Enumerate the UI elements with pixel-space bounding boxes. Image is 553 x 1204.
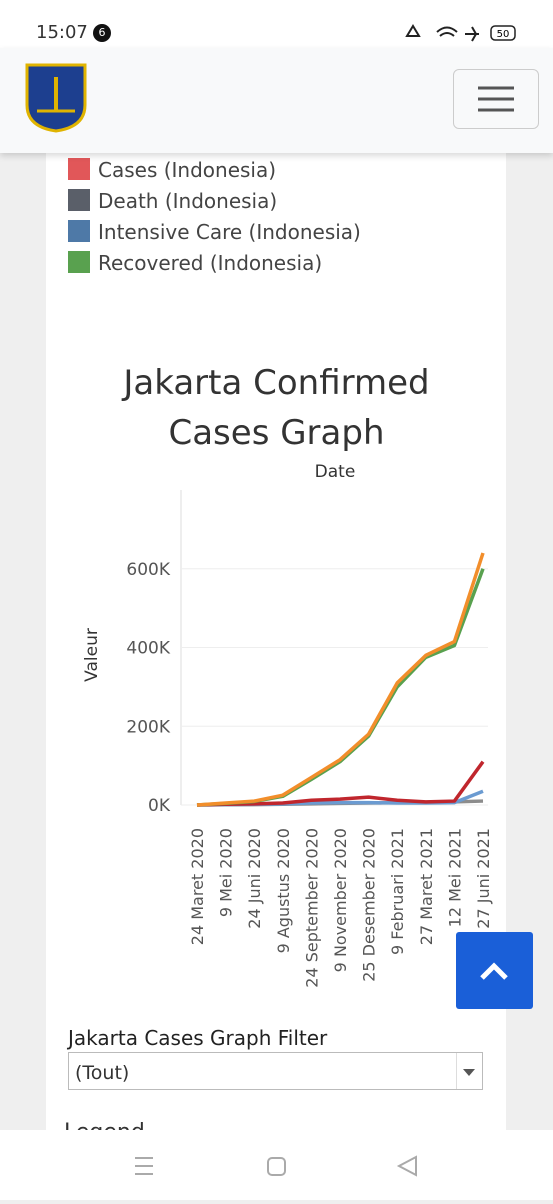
legend-item: Intensive Care (Indonesia) (68, 220, 361, 244)
x-tick-label: 9 Agustus 2020 (274, 828, 293, 953)
legend-label: Recovered (Indonesia) (98, 251, 323, 275)
y-tick-label: 400K (126, 639, 170, 659)
legend-item: Cases (Indonesia) (68, 158, 276, 182)
status-bar: 15:07 6 50 (0, 0, 553, 48)
x-axis-title: Date (315, 462, 356, 482)
x-tick-label: 24 Maret 2020 (188, 828, 207, 945)
navbar (0, 48, 553, 153)
legend-label: Intensive Care (Indonesia) (98, 220, 361, 244)
y-tick-label: 200K (126, 717, 170, 737)
series-line (196, 760, 485, 807)
scroll-top-button[interactable] (456, 932, 533, 1009)
x-tick-label: 24 Juni 2020 (245, 828, 264, 929)
menu-toggle[interactable] (453, 69, 539, 129)
y-axis-title: Valeur (82, 628, 102, 682)
battery: 50 (497, 29, 510, 40)
notification-badge: 6 (93, 24, 111, 42)
system-nav (0, 1130, 553, 1200)
filter-value: (Tout) (75, 1062, 130, 1084)
x-tick-label: 12 Mei 2021 (445, 828, 464, 927)
chart: Date Valeur 0K 200K 400K 600K 24 Maret 2020 9… (82, 462, 493, 988)
chart-title: Jakarta Confirmed Cases Graph (123, 363, 430, 453)
status-icons: 50 (405, 24, 516, 42)
x-tick-label: 9 November 2020 (331, 828, 350, 972)
x-tick-label: 25 Desember 2020 (360, 828, 379, 982)
x-tick-label: 9 Februari 2021 (388, 828, 407, 955)
time: 15:07 (36, 22, 88, 43)
logo[interactable] (25, 63, 87, 133)
filter-label: Jakarta Cases Graph Filter (68, 1026, 328, 1050)
legend-swatch (68, 220, 90, 242)
y-tick-label: 600K (126, 560, 170, 580)
legend-swatch (68, 158, 90, 180)
legend-swatch (68, 251, 90, 273)
x-tick-label: 27 Juni 2021 (474, 828, 493, 929)
x-tick-label: 9 Mei 2020 (217, 828, 236, 917)
x-tick-label: 24 September 2020 (302, 828, 321, 988)
legend-label: Cases (Indonesia) (98, 158, 277, 182)
legend-item: Death (Indonesia) (68, 189, 277, 213)
filter-select[interactable]: (Tout) (68, 1052, 483, 1090)
legend-swatch (68, 189, 90, 211)
series-line (196, 552, 485, 807)
legend-label: Death (Indonesia) (98, 189, 278, 213)
series-line (196, 568, 485, 807)
x-tick-label: 27 Maret 2021 (417, 828, 436, 945)
legend-item: Recovered (Indonesia) (68, 251, 322, 275)
y-tick-label: 0K (148, 796, 171, 816)
